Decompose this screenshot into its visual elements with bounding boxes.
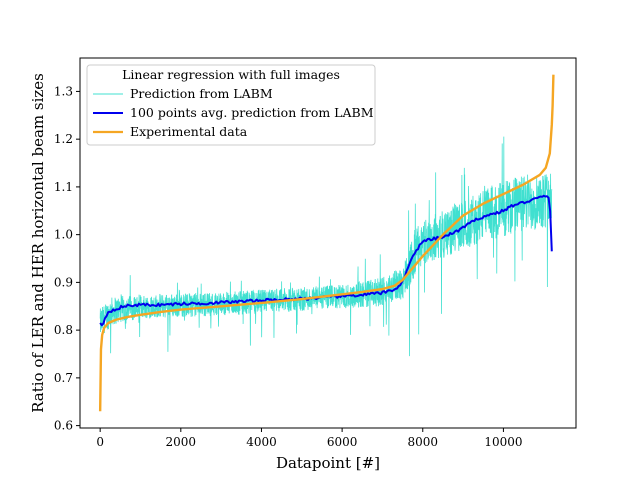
legend-label-avg-prediction: 100 points avg. prediction from LABM xyxy=(130,105,374,120)
y-tick-label: 1.1 xyxy=(54,180,73,194)
x-tick-label: 2000 xyxy=(166,435,197,449)
y-tick-label: 1.2 xyxy=(54,132,73,146)
y-tick-label: 0.6 xyxy=(54,419,73,433)
y-tick-label: 0.7 xyxy=(54,371,73,385)
legend-label-experimental: Experimental data xyxy=(130,124,248,139)
x-tick-label: 4000 xyxy=(246,435,277,449)
x-axis-ticks: 0 2000 4000 6000 8000 10000 xyxy=(96,428,523,449)
y-axis-label: Ratio of LER and HER horizontal beam siz… xyxy=(29,73,47,413)
x-axis-label: Datapoint [#] xyxy=(276,454,380,472)
y-tick-label: 0.9 xyxy=(54,275,73,289)
legend: Linear regression with full images Predi… xyxy=(86,64,376,146)
legend-label-prediction: Prediction from LABM xyxy=(130,86,273,101)
series-experimental-data xyxy=(98,74,555,412)
legend-box xyxy=(86,64,376,146)
y-tick-label: 0.8 xyxy=(54,323,73,337)
series-prediction-from-labm xyxy=(99,136,553,357)
y-axis-ticks: 0.6 0.7 0.8 0.9 1.0 1.1 1.2 1.3 xyxy=(54,84,80,433)
x-tick-label: 8000 xyxy=(407,435,438,449)
plot-area-frame xyxy=(79,57,577,429)
y-tick-label: 1.3 xyxy=(54,84,73,98)
x-tick-label: 10000 xyxy=(484,435,522,449)
y-tick-label: 1.0 xyxy=(54,228,73,242)
x-tick-label: 6000 xyxy=(327,435,358,449)
x-tick-label: 0 xyxy=(96,435,104,449)
legend-title: Linear regression with full images xyxy=(122,67,340,82)
series-layer xyxy=(98,74,555,412)
